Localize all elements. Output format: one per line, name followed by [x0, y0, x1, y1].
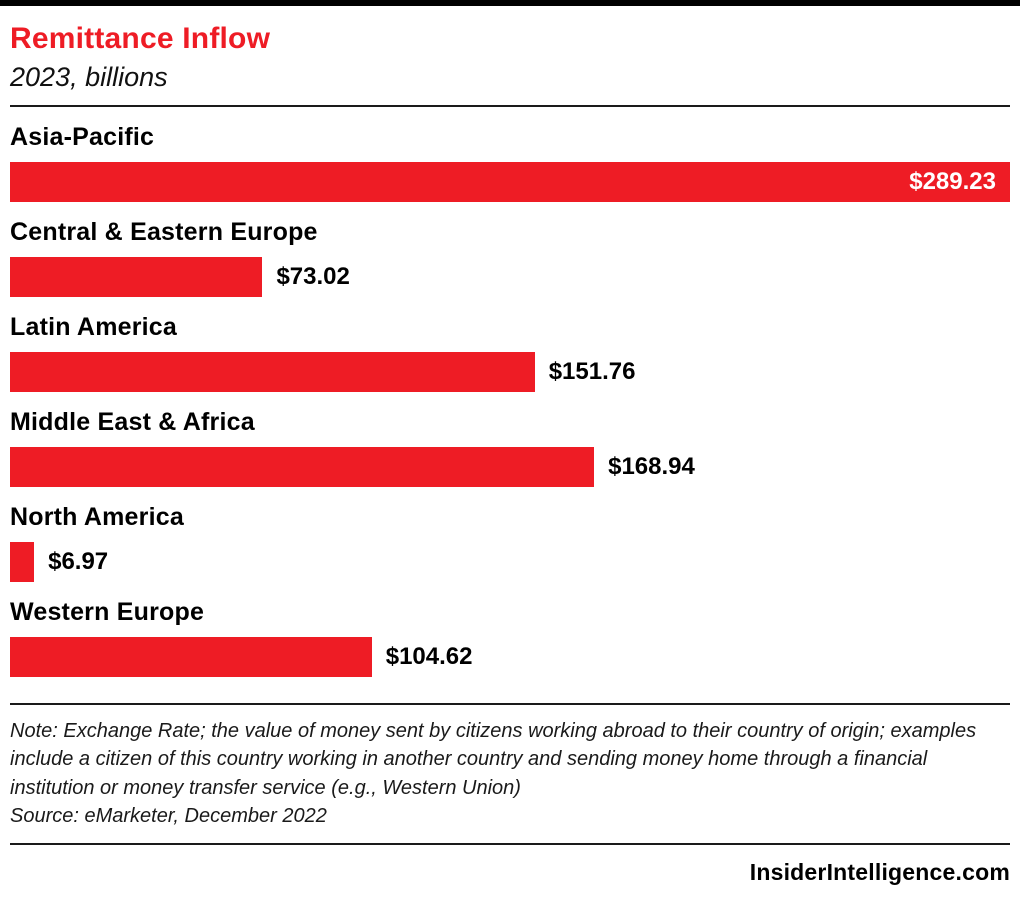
header-divider: [10, 105, 1010, 107]
chart-note: Note: Exchange Rate; the value of money …: [10, 720, 977, 799]
chart-source: Source: eMarketer, December 2022: [10, 805, 327, 828]
bar-row: Western Europe $104.62: [10, 598, 1010, 677]
bar-rows: Asia-Pacific $289.23 Central & Eastern Eur…: [10, 123, 1010, 677]
bar-row: Latin America $151.76: [10, 313, 1010, 392]
category-label: Asia-Pacific: [10, 123, 155, 151]
category-label: Latin America: [10, 313, 178, 341]
bar-row: North America $6.97: [10, 503, 1010, 582]
bar: [10, 257, 263, 297]
category-label: Middle East & Africa: [10, 408, 255, 436]
top-border-bar: [0, 0, 1020, 6]
value-label: $151.76: [548, 358, 636, 385]
value-label: $289.23: [909, 168, 996, 195]
bar-track: $168.94: [10, 447, 1010, 487]
bar-track: $73.02: [10, 257, 1010, 297]
bar-row: Middle East & Africa $168.94: [10, 408, 1010, 487]
note-divider-bottom: [10, 842, 1010, 845]
note-divider-top: [10, 703, 1010, 705]
bar-track: $151.76: [10, 352, 1010, 392]
value-label: $104.62: [385, 643, 473, 670]
value-label: $6.97: [48, 548, 109, 575]
bar: [10, 542, 35, 582]
footer: InsiderIntelligence.com: [10, 859, 1010, 886]
bar-chart: Asia-Pacific $289.23 Central & Eastern Eur…: [10, 123, 1010, 677]
value-label: $168.94: [608, 453, 695, 480]
chart-page: Remittance Inflow 2023, billions Asia-Pa…: [0, 6, 1020, 886]
category-label: Central & Eastern Europe: [10, 218, 318, 246]
bar-row: Asia-Pacific $289.23: [10, 123, 1010, 202]
bar-track: $6.97: [10, 542, 1010, 582]
bar-track: $104.62: [10, 637, 1010, 677]
footnote-block: Note: Exchange Rate; the value of money …: [10, 703, 1010, 845]
bar-track: $289.23: [10, 162, 1010, 202]
brand-site-name: InsiderIntelligence.com: [749, 858, 1010, 885]
bar: $289.23: [10, 162, 1010, 202]
value-label: $73.02: [276, 263, 350, 290]
bar-row: Central & Eastern Europe $73.02: [10, 218, 1010, 297]
chart-subtitle: 2023, billions: [10, 62, 168, 92]
chart-title: Remittance Inflow: [10, 22, 271, 55]
bar: [10, 352, 535, 392]
category-label: North America: [10, 503, 184, 531]
chart-header: Remittance Inflow 2023, billions: [10, 6, 1010, 93]
category-label: Western Europe: [10, 598, 205, 626]
bar: [10, 637, 372, 677]
bar: [10, 447, 595, 487]
